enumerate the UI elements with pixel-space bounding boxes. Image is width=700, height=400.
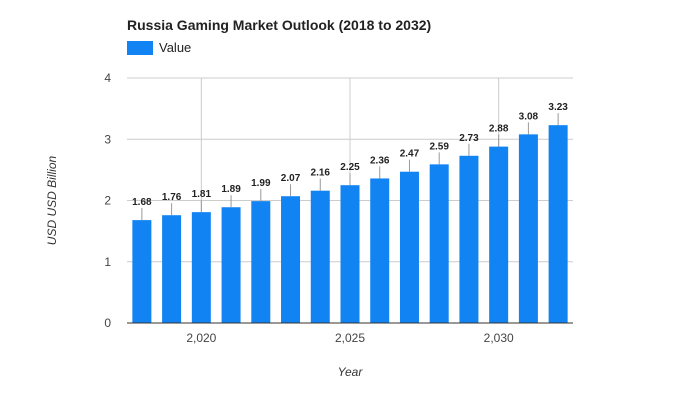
- data-label: 2.88: [489, 124, 509, 135]
- data-label: 2.59: [429, 141, 449, 152]
- data-label: 3.23: [548, 102, 568, 113]
- bar: [489, 146, 509, 323]
- chart-title: Russia Gaming Market Outlook (2018 to 20…: [127, 17, 432, 33]
- data-label: 3.08: [519, 111, 539, 122]
- x-tick-label: 2,020: [186, 331, 216, 345]
- data-label: 2.36: [370, 155, 390, 166]
- data-label: 1.76: [162, 192, 182, 203]
- bar: [162, 215, 182, 323]
- bar: [518, 134, 538, 323]
- bar: [370, 178, 390, 323]
- bar: [191, 212, 211, 323]
- bar: [281, 196, 301, 323]
- data-label: 1.68: [132, 197, 152, 208]
- legend-swatch: [127, 40, 153, 55]
- data-label: 1.81: [192, 189, 212, 200]
- data-label: 2.47: [400, 149, 420, 160]
- bar: [251, 201, 271, 323]
- data-labels: 1.68 1.76 1.81 1.89 1.99 2.07 2.16 2.25 2.36 2.47…: [132, 102, 568, 221]
- bar: [132, 220, 152, 323]
- data-label: 1.89: [221, 184, 241, 195]
- data-label: 2.16: [311, 168, 331, 179]
- bar: [340, 185, 360, 323]
- bar: [459, 155, 479, 323]
- data-label: 2.07: [281, 173, 301, 184]
- data-label: 2.73: [459, 133, 479, 144]
- y-tick-label: 1: [104, 255, 111, 269]
- bar: [429, 164, 449, 323]
- data-label: 2.25: [340, 162, 360, 173]
- legend: Value: [127, 40, 191, 55]
- bar: [310, 190, 330, 323]
- y-tick-label: 4: [104, 71, 111, 85]
- bar: [399, 171, 419, 323]
- axes: 0 1 2 3 4 2,020 2,025 2,030 Year USD USD Billion: [45, 71, 573, 379]
- x-axis-title: Year: [338, 365, 364, 379]
- bar: [548, 125, 568, 323]
- y-axis-title: USD USD Billion: [45, 155, 59, 245]
- y-tick-label: 0: [104, 316, 111, 330]
- bar: [221, 207, 241, 323]
- data-label: 1.99: [251, 178, 271, 189]
- x-tick-label: 2,030: [484, 331, 514, 345]
- bars: [132, 125, 568, 323]
- legend-label: Value: [159, 40, 192, 55]
- x-tick-label: 2,025: [335, 331, 365, 345]
- y-tick-label: 2: [104, 194, 111, 208]
- y-tick-label: 3: [104, 132, 111, 146]
